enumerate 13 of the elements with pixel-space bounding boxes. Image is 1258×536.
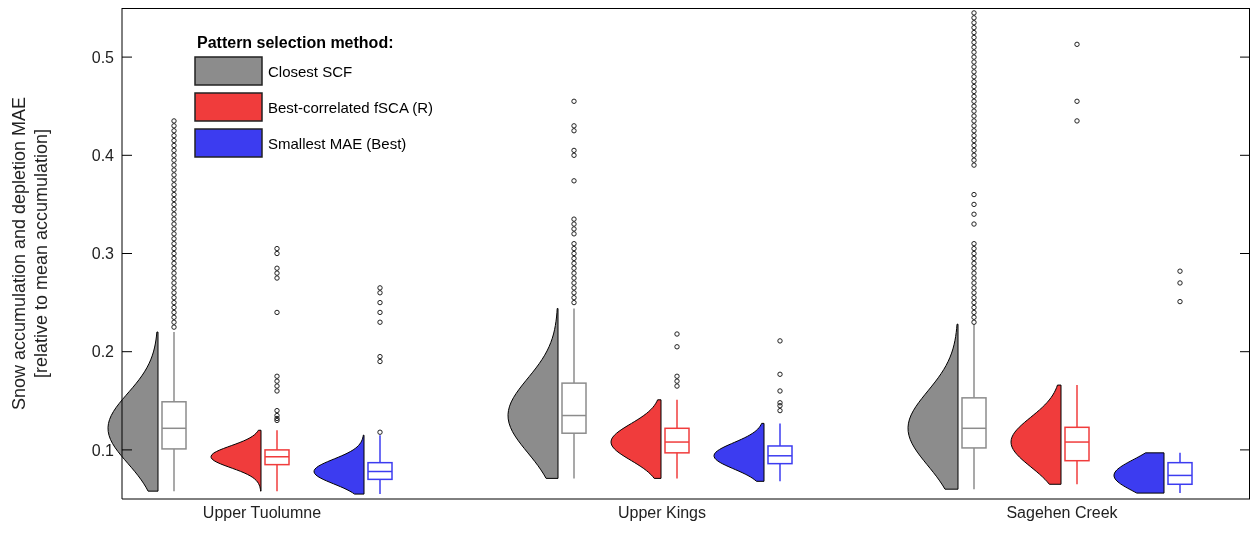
x-tick-label: Upper Kings bbox=[617, 504, 707, 522]
y-tick-label: 0.1 bbox=[91, 441, 115, 459]
y-tick-label: 0.5 bbox=[91, 48, 115, 66]
y-tick-label: 0.4 bbox=[91, 146, 115, 164]
legend-label: Best-correlated fSCA (R) bbox=[268, 99, 434, 116]
legend-label: Closest SCF bbox=[268, 63, 353, 80]
legend-label: Smallest MAE (Best) bbox=[268, 135, 407, 152]
y-axis-title: Snow accumulation and depletion MAE [relative to mean accumulation] bbox=[9, 96, 51, 411]
legend-title: Pattern selection method: bbox=[197, 34, 394, 51]
y-tick-label: 0.2 bbox=[91, 343, 115, 361]
x-tick-label: Sagehen Creek bbox=[1006, 504, 1119, 522]
y-tick-label: 0.3 bbox=[91, 245, 115, 263]
x-tick-label: Upper Tuolumne bbox=[202, 504, 322, 522]
